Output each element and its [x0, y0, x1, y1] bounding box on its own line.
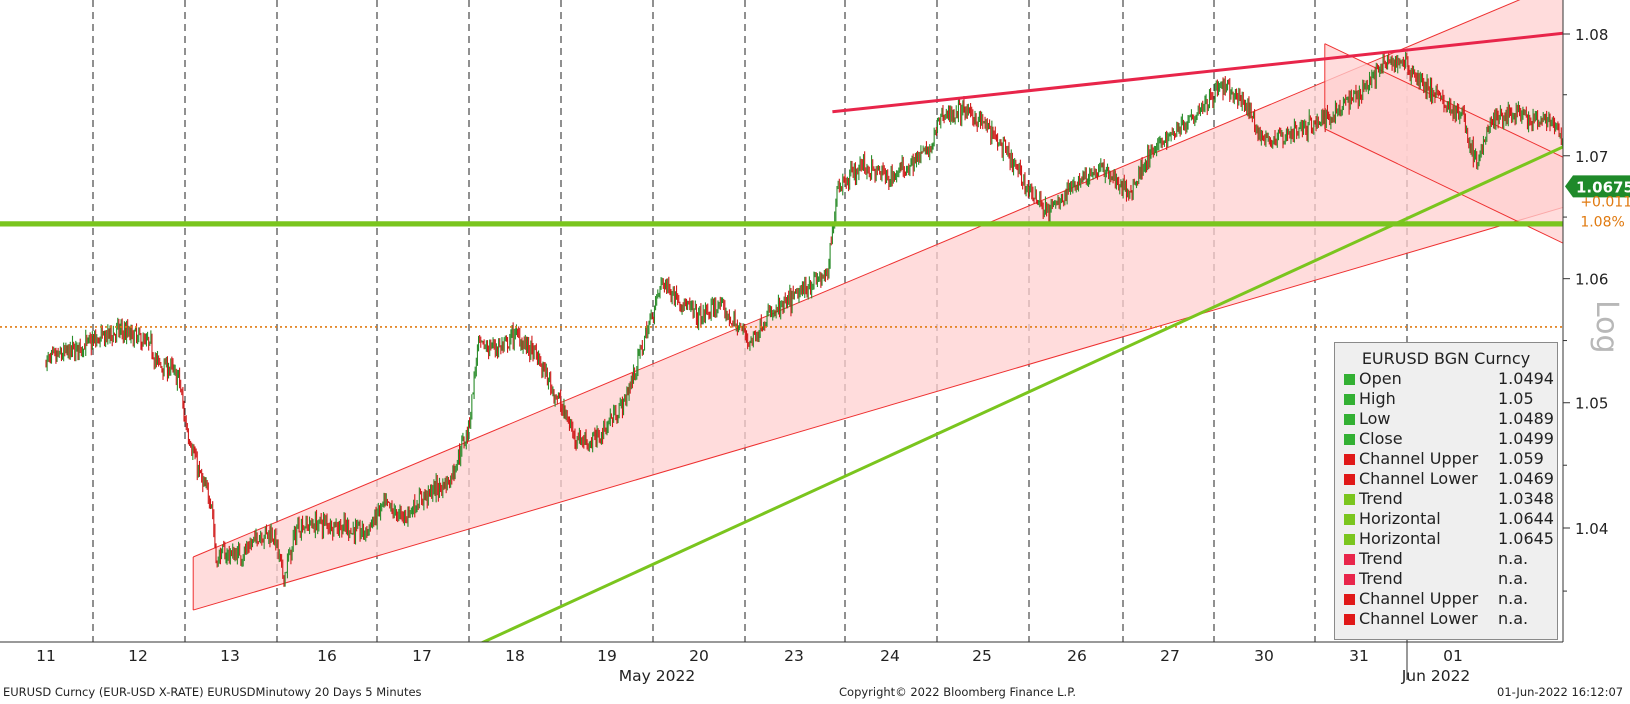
resistance-trend-line [832, 31, 1563, 114]
y-tick-label: 1.04 [1575, 520, 1608, 538]
legend-label: Trend [1359, 549, 1403, 568]
legend-row: Horizontal 1.0645 [1335, 529, 1557, 549]
x-month-label: May 2022 [619, 667, 695, 685]
x-tick-label: 24 [880, 647, 900, 665]
legend-swatch [1344, 494, 1355, 505]
legend-value: 1.0499 [1498, 429, 1554, 448]
footer-timestamp: 01-Jun-2022 16:12:07 [1497, 685, 1624, 699]
legend-swatch [1344, 614, 1355, 625]
legend-value: 1.0645 [1498, 529, 1554, 548]
legend-swatch [1344, 394, 1355, 405]
y-tick-label: 1.07 [1575, 148, 1608, 166]
y-tick-label: 1.06 [1575, 271, 1608, 289]
x-tick-label: 12 [128, 647, 148, 665]
x-tick-label: 31 [1349, 647, 1369, 665]
trend-lines [0, 31, 1563, 642]
legend-row: Close 1.0499 [1335, 429, 1557, 449]
legend-value: n.a. [1498, 589, 1529, 608]
footer-copyright: Copyright© 2022 Bloomberg Finance L.P. [839, 685, 1076, 699]
x-tick-label: 18 [505, 647, 525, 665]
x-tick-label: 26 [1067, 647, 1087, 665]
x-tick-label: 01 [1443, 647, 1463, 665]
legend-row: Trend n.a. [1335, 549, 1557, 569]
x-tick-label: 19 [597, 647, 617, 665]
legend-label: Low [1359, 409, 1391, 428]
legend-swatch [1344, 574, 1355, 585]
legend-swatch [1344, 414, 1355, 425]
legend-row: Horizontal 1.0644 [1335, 509, 1557, 529]
legend-swatch [1344, 534, 1355, 545]
x-tick-label: 20 [689, 647, 709, 665]
channel-up-fill [193, 0, 1563, 611]
legend-swatch [1344, 514, 1355, 525]
y-tick-label: 1.05 [1575, 395, 1608, 413]
legend-rows: Open 1.0494 High 1.05 Low 1.0489 Close 1.0499 Ch… [1335, 369, 1557, 629]
legend-title: EURUSD BGN Curncy [1361, 349, 1531, 368]
change-absolute-label: +0.0114 [1580, 194, 1630, 210]
channel-up-lower-edge [193, 206, 1563, 611]
change-percent-label: 1.08% [1580, 214, 1624, 230]
legend-row: Channel Upper n.a. [1335, 589, 1557, 609]
y-tick-label: 1.08 [1575, 26, 1608, 44]
x-month-label: Jun 2022 [1401, 667, 1471, 685]
legend-label: Close [1359, 429, 1403, 448]
legend-value: n.a. [1498, 569, 1529, 588]
legend-label: High [1359, 389, 1396, 408]
legend-label: Channel Upper [1359, 449, 1479, 468]
x-tick-label: 25 [972, 647, 992, 665]
channel-down-upper-edge [1324, 43, 1563, 158]
legend-swatch [1344, 374, 1355, 385]
x-tick-label: 30 [1254, 647, 1274, 665]
legend-value: 1.05 [1498, 389, 1534, 408]
legend-row: Channel Lower 1.0469 [1335, 469, 1557, 489]
legend-value: n.a. [1498, 549, 1529, 568]
legend-value: 1.0469 [1498, 469, 1554, 488]
price-candles [45, 51, 1563, 587]
legend-label: Trend [1359, 489, 1403, 508]
channel-down-fill [1324, 43, 1563, 244]
x-tick-label: 13 [220, 647, 240, 665]
legend-swatch [1344, 434, 1355, 445]
x-tick-label: 11 [36, 647, 56, 665]
legend-label: Trend [1359, 569, 1403, 588]
last-price-label: 1.0675 [1576, 178, 1630, 196]
legend-swatch [1344, 474, 1355, 485]
axis-labels: 1.04 1.05 1.06 1.07 1.08 11 12 13 16 17 18 19 20 23 24… [36, 26, 1630, 685]
last-price-box [1565, 175, 1630, 198]
legend-value: 1.0348 [1498, 489, 1554, 508]
x-tick-label: 17 [412, 647, 432, 665]
chart-legend: EURUSD BGN Curncy Open 1.0494 High 1.05 Low 1… [1334, 342, 1558, 640]
legend-value: 1.059 [1498, 449, 1544, 468]
legend-swatch [1344, 594, 1355, 605]
legend-value: 1.0489 [1498, 409, 1554, 428]
x-tick-label: 27 [1160, 647, 1180, 665]
legend-value: 1.0644 [1498, 509, 1554, 528]
legend-label: Open [1359, 369, 1402, 388]
legend-label: Channel Lower [1359, 469, 1478, 488]
legend-swatch [1344, 554, 1355, 565]
footer-description: EURUSD Curncy (EUR-USD X-RATE) EURUSDMin… [3, 685, 422, 699]
legend-label: Horizontal [1359, 509, 1441, 528]
support-trend-line [480, 145, 1563, 642]
legend-label: Channel Upper [1359, 589, 1479, 608]
legend-row: Low 1.0489 [1335, 409, 1557, 429]
legend-swatch [1344, 454, 1355, 465]
x-tick-label: 23 [784, 647, 804, 665]
axes [0, 0, 1570, 680]
x-tick-label: 16 [317, 647, 337, 665]
legend-label: Horizontal [1359, 529, 1441, 548]
y-axis-scale-label: Log [1589, 300, 1624, 354]
trend-channels [192, 0, 1563, 611]
legend-row: High 1.05 [1335, 389, 1557, 409]
legend-row: Open 1.0494 [1335, 369, 1557, 389]
legend-row: Trend n.a. [1335, 569, 1557, 589]
legend-row: Channel Upper 1.059 [1335, 449, 1557, 469]
legend-value: n.a. [1498, 609, 1529, 628]
legend-row: Trend 1.0348 [1335, 489, 1557, 509]
legend-label: Channel Lower [1359, 609, 1478, 628]
legend-value: 1.0494 [1498, 369, 1554, 388]
legend-row: Channel Lower n.a. [1335, 609, 1557, 629]
